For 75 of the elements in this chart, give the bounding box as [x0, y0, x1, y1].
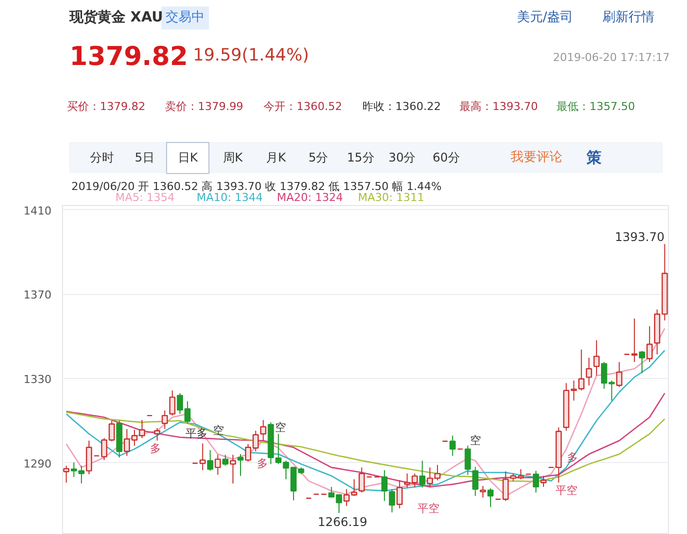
annotation: 空	[275, 421, 286, 434]
candlestick	[502, 470, 509, 502]
candlestick	[358, 466, 365, 494]
candlestick	[532, 470, 540, 494]
candlestick	[396, 480, 403, 509]
chart-title: 现货黄金 XAU	[68, 10, 164, 26]
text: 60分	[432, 150, 460, 164]
candlestick	[578, 349, 584, 391]
candlestick	[646, 326, 653, 362]
text: 5日	[134, 150, 154, 164]
text: 策	[585, 148, 602, 166]
text: 15分	[347, 150, 374, 164]
candlestick	[169, 390, 176, 416]
text: 19.59(1.44%)	[193, 46, 309, 66]
candlestick	[464, 445, 471, 476]
candlestick	[388, 488, 396, 513]
annotation: 平空	[556, 484, 578, 497]
text: 美元/盎司	[516, 9, 574, 25]
candlestick	[593, 340, 600, 376]
y-tick-label: 1330	[24, 372, 52, 386]
text: 卖价：1379.99	[164, 100, 244, 113]
annotation: 空	[470, 434, 481, 447]
text: 买价：1379.82	[66, 100, 146, 113]
candlestick	[540, 475, 547, 488]
candlestick	[237, 454, 244, 476]
text: 今开：1360.52	[264, 100, 342, 113]
candlestick	[616, 361, 622, 388]
text: MA10: 1344	[196, 191, 263, 204]
text: MA20: 1324	[276, 191, 344, 204]
candlestick	[162, 410, 168, 430]
candlestick	[214, 454, 221, 476]
annotation: 多	[150, 442, 161, 455]
text: 分时	[90, 150, 114, 164]
y-tick-label: 1410	[24, 204, 52, 218]
text: 我要评论	[510, 150, 563, 165]
candlestick	[487, 488, 494, 508]
candlestick	[586, 357, 592, 386]
candlestick	[631, 318, 638, 362]
text: 1379.82	[70, 42, 188, 72]
text: 最高：1393.70	[459, 100, 538, 113]
text: 刷新行情	[602, 10, 654, 25]
annotation: 1393.70	[614, 230, 664, 244]
annotation: 1266.19	[318, 515, 368, 529]
candlestick	[472, 466, 478, 496]
text: 日K	[178, 150, 199, 164]
text: 2019/06/20 开 1360.52 高 1393.70 收 1379.82 低 1357.50 幅 1.44%	[71, 180, 442, 193]
text: 交易中	[166, 9, 205, 25]
text: 昨收：1360.22	[362, 100, 441, 113]
candlestick	[200, 442, 206, 471]
candlestick	[222, 454, 228, 466]
annotation: 多	[257, 457, 268, 470]
candlestick	[480, 485, 486, 498]
text: 月K	[266, 150, 288, 164]
candlestick	[381, 470, 388, 502]
text: 2019-06-20 17:17:17	[552, 51, 670, 64]
candlestick	[86, 440, 92, 475]
text: 30分	[388, 150, 416, 164]
candlestick	[638, 350, 646, 374]
candlestick	[450, 435, 456, 456]
candlestick	[260, 419, 266, 442]
annotation: 空	[213, 424, 224, 437]
candlestick	[207, 450, 214, 472]
text: MA30: 1311	[358, 191, 424, 204]
candlestick	[63, 465, 70, 484]
annotation: 平空	[418, 502, 440, 515]
candlestick	[154, 427, 160, 442]
candlestick	[419, 460, 426, 488]
text: 周K	[222, 150, 244, 164]
text: 最低：1357.50	[556, 100, 635, 113]
y-tick-label: 1370	[24, 288, 52, 302]
y-tick-label: 1290	[24, 457, 52, 470]
text: 5分	[308, 150, 328, 164]
candlestick	[230, 454, 236, 484]
text: MA5: 1354	[115, 191, 175, 204]
annotation: 平多	[186, 427, 208, 440]
